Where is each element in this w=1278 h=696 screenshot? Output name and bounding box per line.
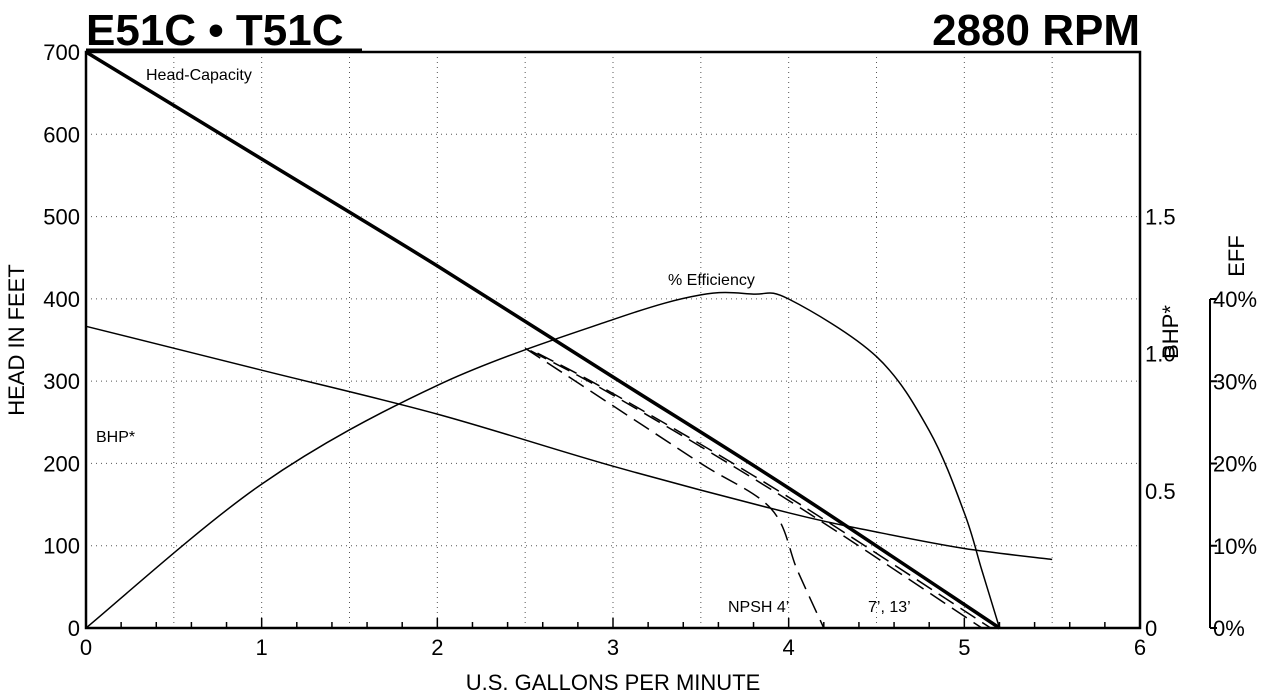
pump-speed-title: 2880 RPM [932, 6, 1140, 55]
y-tick-label: 300 [43, 369, 80, 394]
pump-model-title: E51C • T51C [86, 6, 344, 55]
efficiency-label: % Efficiency [668, 272, 755, 289]
y-tick-label: 200 [43, 451, 80, 476]
eff-tick-label: 20% [1213, 452, 1257, 477]
eff-axis-title: EFF [1224, 235, 1249, 277]
x-tick-label: 5 [958, 635, 970, 660]
series-7-line [530, 351, 982, 628]
y-tick-label: 600 [43, 122, 80, 147]
y-axis-title: HEAD IN FEET [4, 264, 29, 416]
bhp-tick-labels: 00.51.01.5 [1145, 205, 1176, 641]
y-tick-label: 500 [43, 205, 80, 230]
series-lines [86, 52, 1052, 628]
gridlines [86, 52, 1140, 628]
bhp-tick-label: 1.5 [1145, 205, 1176, 230]
y-tick-label: 0 [68, 616, 80, 641]
x-tick-label: 4 [783, 635, 795, 660]
head-capacity-label: Head-Capacity [146, 67, 252, 84]
x-tick-label: 3 [607, 635, 619, 660]
series-13-line [538, 353, 991, 628]
y-tick-label: 100 [43, 534, 80, 559]
eff-axis: 0% 10% 20% 30% 40% [1210, 287, 1257, 641]
x-tick-label: 1 [256, 635, 268, 660]
npsh-7-13-label: 7’, 13’ [868, 599, 911, 616]
bhp-tick-label: 0 [1145, 616, 1157, 641]
series-efficiency-line [86, 293, 1000, 628]
bhp-label: BHP* [96, 429, 135, 446]
y-tick-label: 700 [43, 40, 80, 65]
bhp-tick-label: 0.5 [1145, 479, 1176, 504]
eff-tick-label: 40% [1213, 287, 1257, 312]
series-bhp-line [86, 326, 1052, 559]
npsh-4-label: NPSH 4’ [728, 599, 789, 616]
y-tick-labels: 0 100 200 300 400 500 600 700 [43, 40, 80, 641]
x-axis-title: U.S. GALLONS PER MINUTE [466, 670, 761, 695]
x-tick-label: 2 [431, 635, 443, 660]
eff-tick-label: 0% [1213, 616, 1245, 641]
series-npsh-4-line [525, 348, 824, 628]
y-tick-label: 400 [43, 287, 80, 312]
bhp-axis-title: BHP* [1158, 305, 1183, 359]
eff-tick-label: 10% [1213, 534, 1257, 559]
plot-frame [86, 52, 1140, 628]
x-tick-label: 0 [80, 635, 92, 660]
series-head-capacity-line [86, 52, 1000, 628]
eff-tick-label: 30% [1213, 369, 1257, 394]
